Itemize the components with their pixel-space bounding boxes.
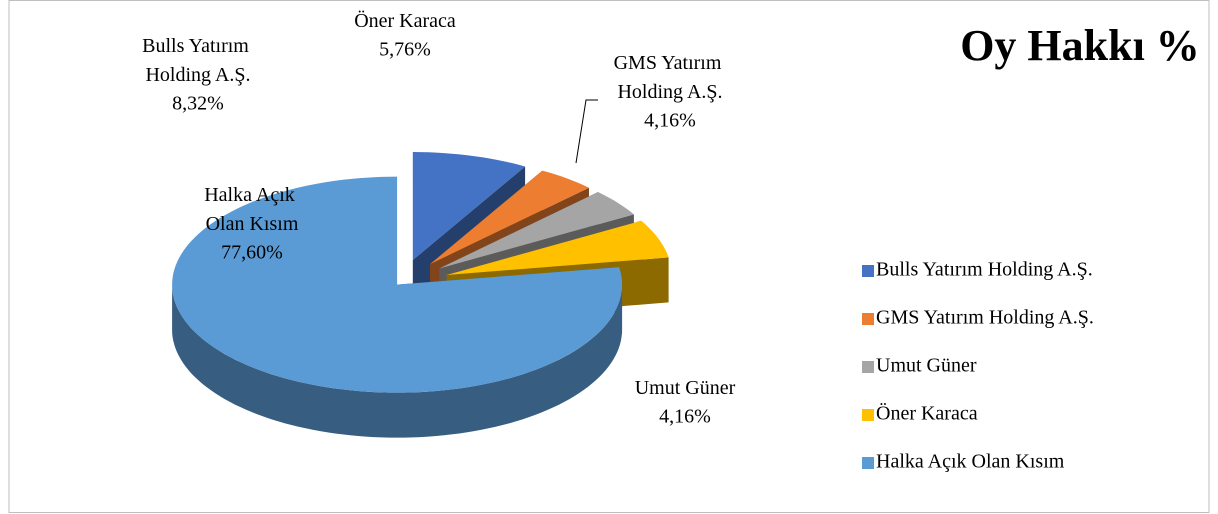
data-label-value: 77,60%: [221, 242, 283, 264]
slice: [172, 176, 623, 393]
data-label-name: Öner Karaca: [354, 9, 456, 32]
data-label-name: Umut Güner: [635, 377, 736, 399]
data-label-line: GMS Yatırım: [614, 52, 727, 74]
data-label-value: 8,32%: [172, 93, 224, 115]
slice: [412, 152, 526, 260]
data-label-value: 4,16%: [644, 110, 696, 132]
legend-swatch: [862, 313, 874, 325]
data-label-value: 5,76%: [379, 39, 431, 61]
chart-title: Oy Hakkı %: [960, 21, 1200, 70]
data-label-value: 4,16%: [659, 406, 711, 428]
data-label-line: Öner Karaca: [354, 9, 456, 32]
legend-swatch: [862, 409, 874, 421]
data-label-name: GMS Yatırım Holding A.Ş.: [614, 52, 727, 103]
data-label-line: Holding A.Ş.: [617, 81, 722, 103]
legend-swatch: [862, 457, 874, 469]
legend-label: Bulls Yatırım Holding A.Ş.: [876, 259, 1093, 281]
data-label-line: Umut Güner: [635, 377, 736, 399]
data-label-name: Bulls Yatırım Holding A.Ş.: [142, 35, 254, 86]
slice-wall: [172, 284, 623, 438]
data-label-line: Holding A.Ş.: [145, 64, 250, 86]
data-label-line: Bulls Yatırım: [142, 35, 254, 57]
slice: [439, 192, 634, 269]
legend-label: Umut Güner: [876, 355, 977, 377]
data-label-line: Olan Kısım: [206, 213, 299, 235]
legend-swatch: [862, 265, 874, 277]
legend-label: GMS Yatırım Holding A.Ş.: [876, 307, 1094, 329]
slice: [430, 170, 589, 265]
data-label-line: Halka Açık: [204, 184, 300, 206]
legend-label: Öner Karaca: [876, 402, 978, 425]
legend-label: Halka Açık Olan Kısım: [876, 451, 1065, 473]
slice: [446, 220, 669, 275]
leader-line: [575, 99, 598, 164]
legend-swatch: [862, 361, 874, 373]
data-label-name: Halka Açık Olan Kısım: [204, 184, 300, 235]
